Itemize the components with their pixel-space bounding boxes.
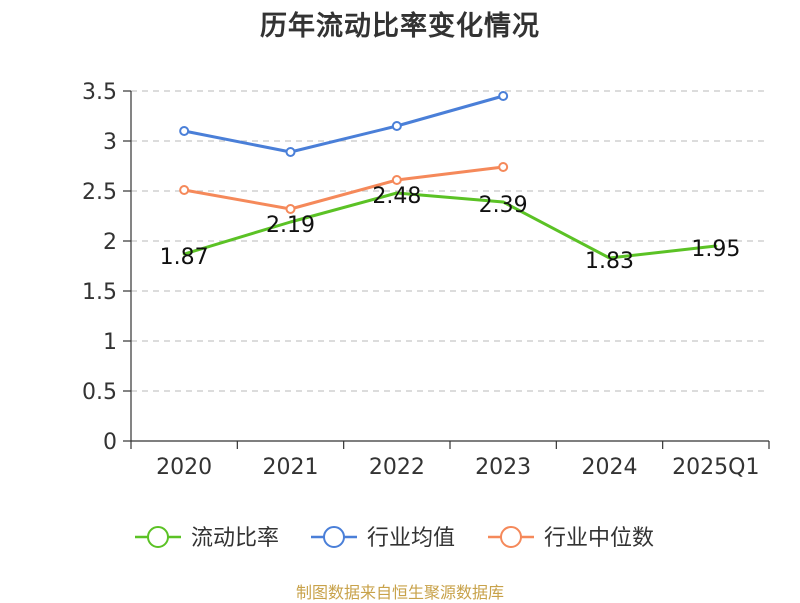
y-tick-label: 0.5	[82, 380, 117, 405]
series-point	[179, 126, 190, 136]
legend-label[interactable]: 流动比率	[191, 526, 279, 551]
series-point	[391, 121, 402, 131]
data-label: 1.87	[160, 245, 209, 270]
data-label: 1.83	[585, 249, 634, 274]
y-tick-label: 3.5	[82, 80, 117, 105]
series-point	[391, 175, 402, 185]
x-tick-label: 2023	[475, 455, 531, 480]
gridlines	[131, 90, 769, 392]
series-point	[498, 162, 509, 172]
y-tick-label: 1	[103, 330, 117, 355]
y-tick-label: 2	[103, 230, 117, 255]
legend-label[interactable]: 行业中位数	[544, 526, 654, 551]
series-point	[179, 185, 190, 195]
series-line-1	[182, 94, 505, 154]
series-lines	[179, 91, 718, 260]
axes: 0 0.5 1 1.5 2 2.5 3 3.5 2020 2021 2022 2023 2024 2025…	[82, 80, 770, 480]
series-line-0	[182, 191, 718, 260]
chart-title: 历年流动比率变化情况	[260, 11, 540, 42]
data-label: 1.95	[691, 237, 740, 262]
series-point	[285, 204, 296, 214]
x-tick-label: 2020	[156, 455, 212, 480]
legend-swatch-marker	[323, 526, 345, 548]
series-point	[285, 147, 296, 157]
data-label: 2.39	[479, 193, 528, 218]
y-tick-label: 1.5	[82, 280, 117, 305]
legend-swatch-marker	[147, 526, 169, 548]
source-note: 制图数据来自恒生聚源数据库	[295, 583, 504, 602]
data-label: 2.19	[266, 213, 315, 238]
legend-swatch-marker	[500, 526, 522, 548]
x-tick-label: 2022	[369, 455, 425, 480]
series-line-2	[182, 165, 505, 211]
y-tick-label: 3	[103, 130, 117, 155]
legend-label[interactable]: 行业均值	[367, 526, 455, 551]
y-tick-label: 0	[103, 430, 117, 455]
y-tick-label: 2.5	[82, 180, 117, 205]
series-point	[498, 91, 509, 101]
x-tick-label: 2025Q1	[672, 455, 759, 480]
x-tick-label: 2021	[263, 455, 319, 480]
data-label: 2.48	[372, 184, 421, 209]
x-tick-label: 2024	[582, 455, 638, 480]
legend: 流动比率 行业均值 行业中位数	[135, 526, 654, 551]
data-labels: 1.87 2.19 2.48 2.39 1.83 1.95	[160, 184, 741, 274]
